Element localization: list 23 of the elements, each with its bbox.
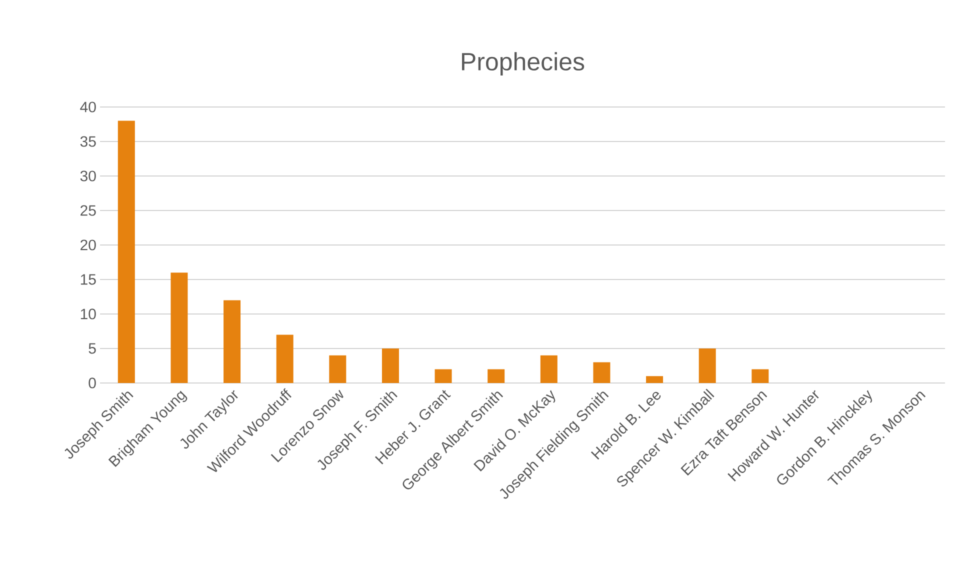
bar (698, 348, 716, 383)
y-tick-label: 5 (88, 343, 96, 354)
y-tick-label: 0 (88, 378, 96, 388)
y-tick-label: 25 (80, 205, 96, 216)
bar (382, 348, 399, 383)
y-tick-label: 15 (80, 274, 96, 285)
bar (170, 272, 188, 383)
bar (752, 369, 769, 383)
y-tick-label: 30 (80, 170, 96, 182)
bar (540, 355, 558, 383)
bar (276, 334, 294, 383)
bar (224, 300, 241, 383)
y-tick-label: 20 (80, 240, 96, 250)
bar (118, 120, 135, 383)
bar (646, 376, 664, 383)
bar (488, 369, 505, 383)
chart-title: Prophecies (462, 52, 584, 76)
bar (593, 362, 610, 383)
y-tick-label: 10 (80, 308, 96, 320)
y-tick-label: 35 (80, 136, 96, 147)
y-tick-label: 40 (80, 102, 96, 112)
bar (434, 369, 452, 383)
bar (329, 355, 346, 383)
